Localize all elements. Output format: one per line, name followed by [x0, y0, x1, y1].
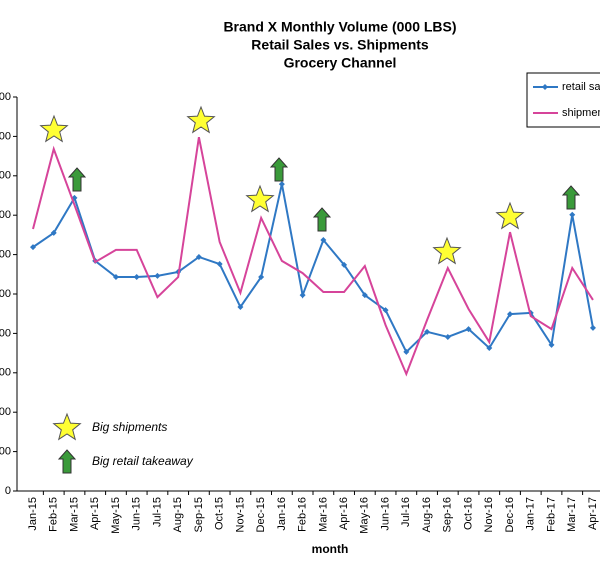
y-tick-label: 800	[0, 170, 11, 182]
x-tick-label: Jan-15	[27, 497, 39, 531]
data-point	[133, 274, 140, 281]
y-tick-label: 100	[0, 446, 11, 458]
annotation: Big shipments	[92, 420, 167, 434]
arrow-icon	[67, 167, 87, 192]
x-tick-label: Dec-16	[504, 497, 516, 532]
x-tick-label: Aug-15	[172, 497, 184, 532]
star-icon	[39, 114, 69, 143]
data-point	[278, 181, 285, 188]
x-tick-label: Dec-15	[255, 497, 267, 532]
x-tick-label: Aug-16	[421, 497, 433, 532]
data-point	[465, 326, 472, 333]
data-point	[486, 344, 493, 351]
x-tick-label: Jul-15	[151, 497, 163, 527]
legend-label: retail sales	[562, 81, 600, 93]
chart-subtitle: Retail Sales vs. Shipments	[251, 37, 429, 53]
data-point	[258, 274, 265, 281]
star-icon	[186, 105, 216, 134]
x-tick-label: Sep-15	[193, 497, 205, 532]
x-tick-label: Jan-16	[276, 497, 288, 531]
x-tick-label: Jun-15	[131, 497, 143, 531]
data-point	[237, 304, 244, 311]
data-point	[320, 237, 327, 244]
arrow-icon	[57, 449, 77, 474]
y-tick-label: 400	[0, 327, 11, 339]
data-point	[50, 229, 57, 236]
x-tick-label: Jun-16	[379, 497, 391, 531]
data-point	[444, 333, 451, 340]
star-icon	[432, 236, 462, 265]
data-point	[403, 348, 410, 355]
x-tick-label: Nov-15	[234, 497, 246, 532]
y-tick-label: 1000	[0, 91, 11, 103]
x-tick-label: Feb-15	[48, 497, 60, 532]
data-point	[548, 341, 555, 348]
x-tick-label: Feb-16	[297, 497, 309, 532]
y-tick-label: 500	[0, 288, 11, 300]
data-point	[569, 211, 576, 218]
x-tick-label: Mar-17	[566, 497, 578, 532]
x-tick-label: Oct-15	[214, 497, 226, 530]
x-tick-label: Apr-16	[338, 497, 350, 530]
data-point	[216, 261, 223, 268]
x-tick-label: Jan-17	[525, 497, 537, 531]
x-tick-label: Apr-15	[89, 497, 101, 530]
legend-label: shipments	[562, 107, 600, 119]
data-point	[361, 292, 368, 299]
data-point	[589, 324, 596, 331]
arrow-icon	[269, 157, 289, 182]
star-icon	[495, 201, 525, 230]
x-tick-label: May-16	[359, 497, 371, 534]
data-point	[424, 328, 431, 335]
data-point	[382, 307, 389, 314]
x-tick-label: Jul-16	[400, 497, 412, 527]
y-tick-label: 300	[0, 367, 11, 379]
y-tick-label: 600	[0, 249, 11, 261]
x-tick-label: Mar-16	[317, 497, 329, 532]
y-tick-label: 0	[5, 485, 11, 497]
data-point	[299, 292, 306, 299]
x-tick-label: May-15	[110, 497, 122, 534]
data-point	[154, 272, 161, 279]
legend-marker	[542, 84, 548, 90]
x-tick-label: Mar-15	[68, 497, 80, 532]
annotation: Big retail takeaway	[92, 454, 194, 468]
x-tick-label: Apr-17	[587, 497, 599, 530]
y-tick-label: 900	[0, 130, 11, 142]
series-line	[32, 136, 594, 377]
x-tick-label: Feb-17	[545, 497, 557, 532]
x-axis-label: month	[312, 542, 349, 556]
chart-title: Brand X Monthly Volume (000 LBS)	[223, 19, 456, 35]
x-tick-label: Sep-16	[442, 497, 454, 532]
star-icon	[245, 184, 275, 213]
arrow-icon	[561, 185, 581, 210]
series-line	[32, 183, 594, 354]
data-point	[30, 244, 36, 251]
x-tick-label: Nov-16	[483, 497, 495, 532]
data-point	[507, 311, 514, 318]
y-tick-label: 200	[0, 406, 11, 418]
x-tick-label: Oct-16	[462, 497, 474, 530]
arrow-icon	[312, 207, 332, 232]
star-icon	[52, 412, 82, 441]
data-point	[195, 253, 202, 260]
data-point	[341, 261, 348, 268]
y-tick-label: 700	[0, 209, 11, 221]
data-point	[112, 274, 119, 281]
legend-box	[526, 72, 600, 128]
chart-subtitle: Grocery Channel	[284, 55, 397, 71]
